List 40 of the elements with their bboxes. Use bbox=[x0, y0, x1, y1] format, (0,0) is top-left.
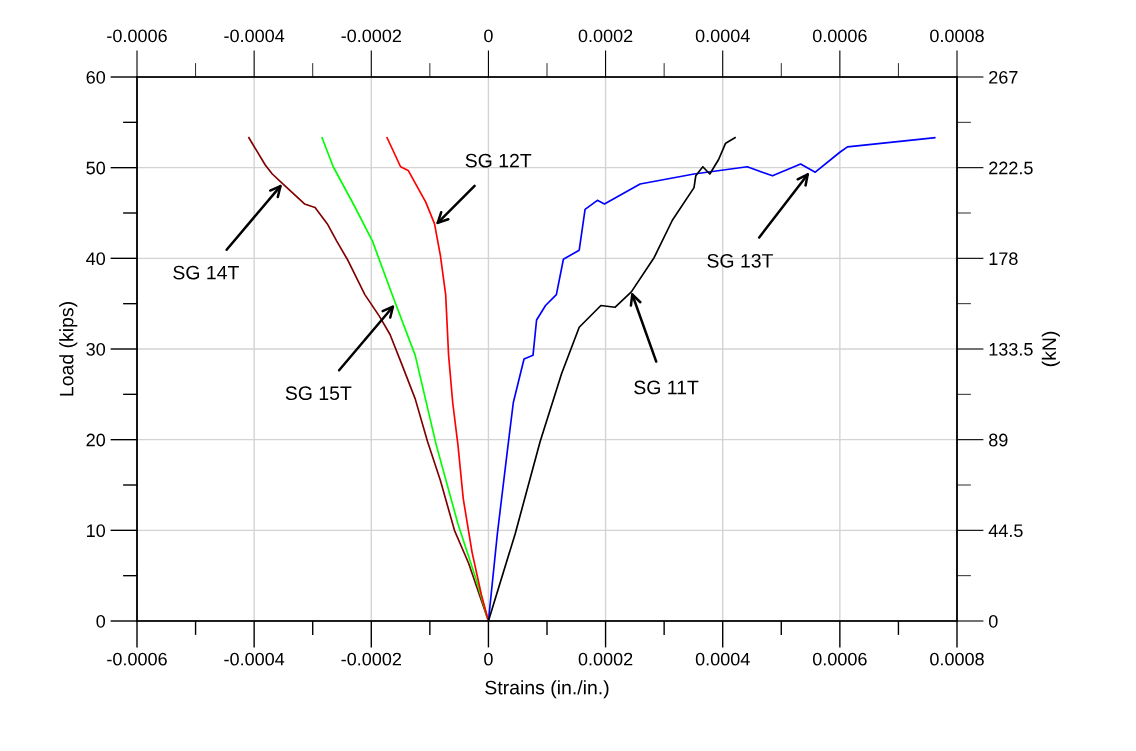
x2-tick-label: 0.0008 bbox=[930, 29, 984, 43]
x-axis-title: Strains (in./in.) bbox=[485, 680, 609, 699]
y-axis-title: Load (kips) bbox=[59, 302, 78, 396]
y-tick-label: 50 bbox=[86, 161, 106, 175]
line-series bbox=[248, 136, 490, 621]
y2-tick-label: 133.5 bbox=[989, 342, 1033, 356]
y2-tick-label: 0 bbox=[988, 614, 998, 628]
x2-tick-label: -0.0004 bbox=[224, 29, 285, 43]
y-tick-label: 40 bbox=[86, 252, 106, 266]
annotation: SG 15T bbox=[285, 386, 352, 401]
x-tick-label: -0.0006 bbox=[107, 652, 167, 666]
x2-tick-label: -0.0006 bbox=[107, 29, 167, 43]
x-tick-label: 0.0002 bbox=[578, 652, 633, 666]
x2-tick-label: -0.0002 bbox=[341, 29, 401, 43]
y2-tick-label: 44.5 bbox=[988, 524, 1023, 538]
x2-tick-label: 0.0006 bbox=[812, 29, 867, 43]
y2-tick-label: 178 bbox=[989, 252, 1018, 266]
y2-axis-title: (kN) bbox=[1041, 331, 1060, 367]
y-tick-label: 0 bbox=[96, 614, 106, 628]
x2-tick-label: 0.0004 bbox=[695, 29, 750, 43]
annotation: SG 12T bbox=[465, 153, 532, 168]
x-tick-label: 0.0006 bbox=[812, 652, 867, 666]
x-tick-label: 0.0004 bbox=[695, 652, 750, 666]
x2-tick-label: 0 bbox=[484, 29, 493, 43]
line-series bbox=[386, 136, 490, 621]
x2-tick-label: 0.0002 bbox=[578, 29, 633, 43]
x-tick-label: -0.0004 bbox=[224, 652, 285, 666]
annotation: SG 14T bbox=[173, 265, 239, 280]
annotation: SG 13T bbox=[707, 253, 774, 268]
y-tick-label: 60 bbox=[86, 70, 106, 84]
y2-tick-label: 89 bbox=[989, 433, 1008, 447]
x-tick-label: -0.0002 bbox=[341, 652, 401, 666]
x-tick-label: 0 bbox=[484, 652, 493, 666]
annotation: SG 11T bbox=[634, 380, 699, 395]
y2-tick-label: 267 bbox=[989, 70, 1018, 84]
x-tick-label: 0.0008 bbox=[930, 652, 984, 666]
y-tick-label: 30 bbox=[86, 342, 106, 356]
y-tick-label: 10 bbox=[87, 524, 106, 538]
y2-tick-label: 222.5 bbox=[989, 161, 1033, 175]
y-tick-label: 20 bbox=[86, 433, 106, 447]
